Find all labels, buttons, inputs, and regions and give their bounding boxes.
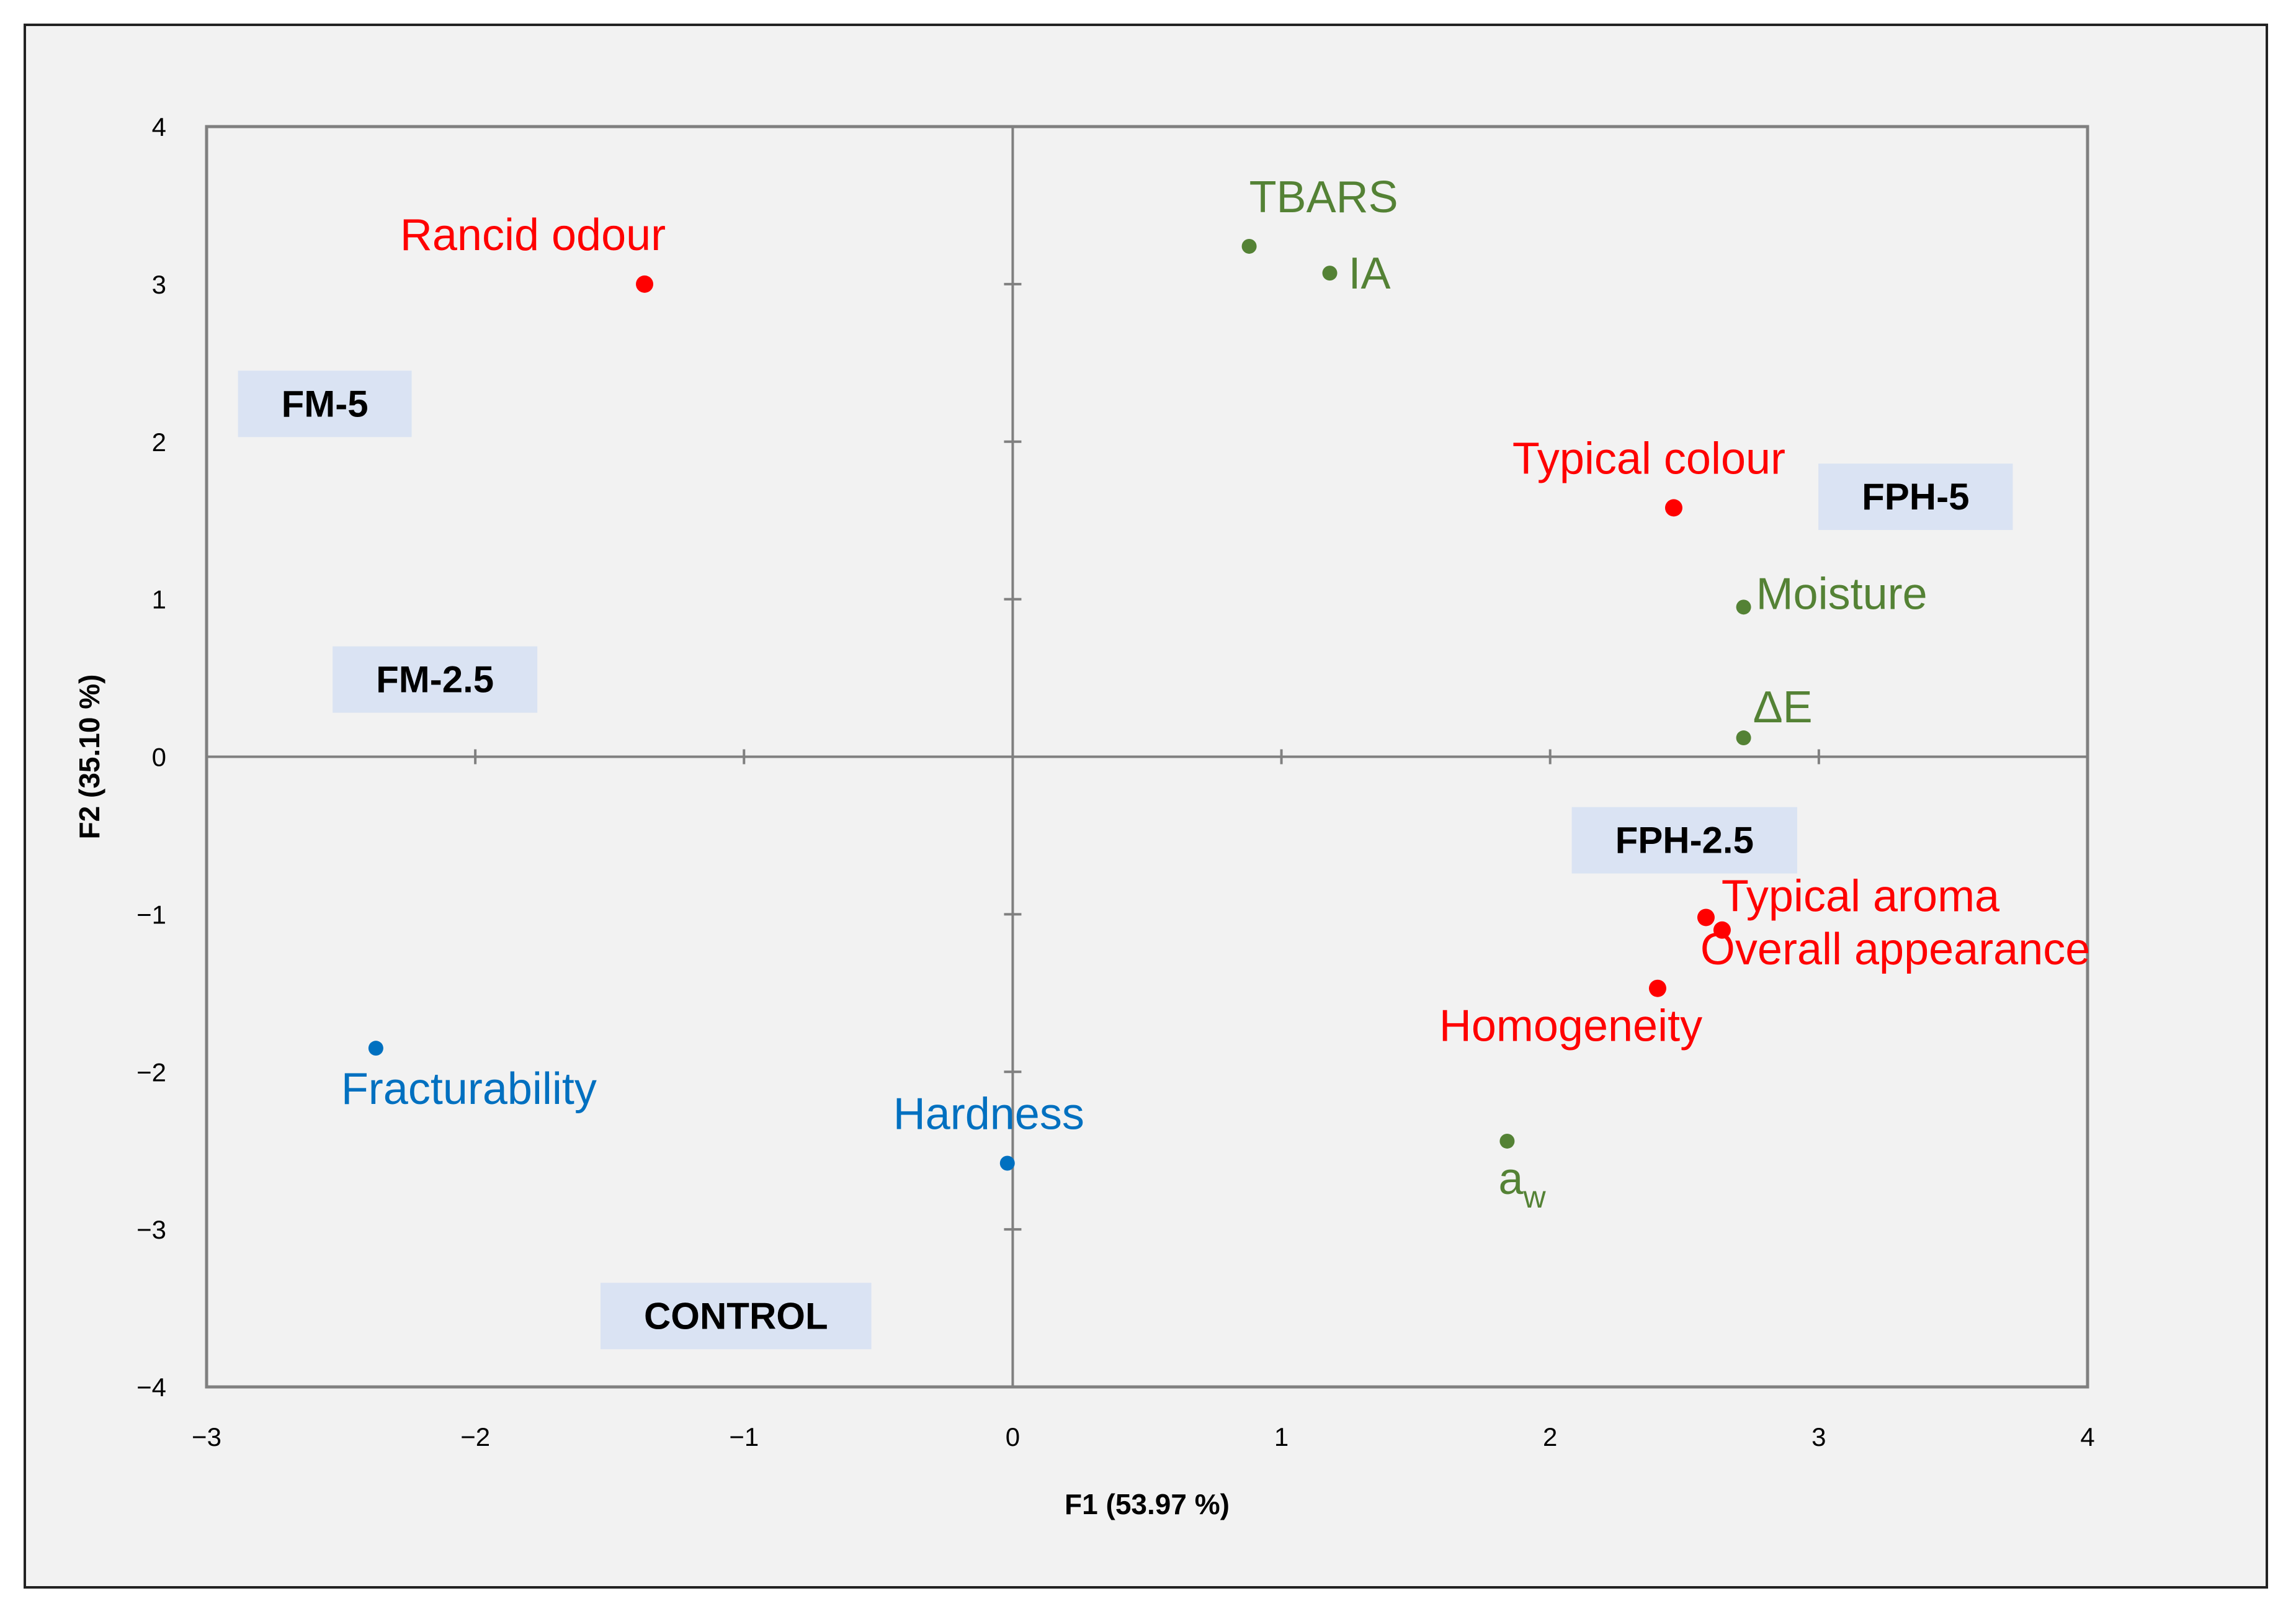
observation-text: CONTROL bbox=[644, 1295, 828, 1337]
x-tick-label: 2 bbox=[1543, 1422, 1557, 1451]
x-tick-label: −3 bbox=[192, 1422, 221, 1451]
variable-point bbox=[636, 275, 654, 293]
x-tick-label: 0 bbox=[1006, 1422, 1020, 1451]
x-tick-label: −2 bbox=[460, 1422, 490, 1451]
observation-text: FPH-2.5 bbox=[1615, 820, 1754, 861]
variable-label: Fracturability bbox=[341, 1064, 597, 1114]
chart-frame bbox=[24, 24, 2268, 1589]
variable-label: Rancid odour bbox=[400, 210, 666, 260]
y-tick-labels: −4 −3 −2 −1 0 1 2 3 4 bbox=[136, 112, 166, 1402]
variable-point bbox=[999, 1155, 1015, 1171]
observation-box bbox=[238, 370, 412, 437]
observation-box bbox=[1818, 464, 2013, 531]
observation-box bbox=[600, 1283, 872, 1350]
y-tick-label: −3 bbox=[136, 1215, 166, 1244]
variable-label: Moisture bbox=[1756, 569, 1927, 619]
variable-labels: Rancid odour Typical colour Typical aromaO… bbox=[341, 173, 2090, 1214]
y-tick-label: −1 bbox=[136, 900, 166, 929]
variable-label: Hardness bbox=[893, 1089, 1084, 1139]
variable-point bbox=[1697, 908, 1715, 926]
x-tick-label: 1 bbox=[1274, 1422, 1289, 1451]
variable-label: Homogeneity bbox=[1439, 1002, 1702, 1051]
variable-label: Typical colour bbox=[1512, 434, 1785, 483]
x-tick-label: 4 bbox=[2080, 1422, 2094, 1451]
variable-label: Typical aroma bbox=[1722, 871, 2000, 921]
variable-point bbox=[1322, 266, 1338, 281]
observation-label: FPH-5 bbox=[1818, 464, 2013, 531]
x-tick-label: −1 bbox=[729, 1422, 759, 1451]
observation-box bbox=[333, 646, 538, 713]
tick-marks bbox=[474, 282, 1820, 1231]
observation-text: FPH-5 bbox=[1862, 476, 1969, 518]
variable-label: Overall appearance bbox=[1700, 925, 2090, 974]
observation-label: FPH-2.5 bbox=[1571, 807, 1797, 874]
variable-points bbox=[368, 238, 1751, 1171]
y-tick-label: 2 bbox=[152, 428, 166, 457]
observation-label: FM-2.5 bbox=[333, 646, 538, 713]
y-tick-label: −2 bbox=[136, 1057, 166, 1087]
variable-label: ΔE bbox=[1753, 683, 1813, 732]
variable-label-subscript: w bbox=[1522, 1180, 1546, 1214]
variable-point bbox=[1648, 979, 1666, 997]
y-tick-label: 4 bbox=[152, 112, 166, 141]
observation-text: FM-5 bbox=[282, 383, 369, 424]
zero-axes bbox=[207, 127, 2088, 1387]
y-tick-label: 0 bbox=[152, 743, 166, 772]
y-axis-title: F2 (35.10 %) bbox=[73, 675, 105, 840]
variable-label: aw bbox=[1498, 1154, 1546, 1214]
y-tick-label: −4 bbox=[136, 1373, 166, 1402]
observation-box bbox=[1571, 807, 1797, 874]
variable-point bbox=[1664, 499, 1682, 517]
y-tick-label: 3 bbox=[152, 270, 166, 299]
x-tick-labels: −3 −2 −1 0 1 2 3 4 bbox=[192, 1422, 2095, 1451]
y-tick-label: 1 bbox=[152, 585, 166, 614]
observation-labels: FM-5 FM-2.5 FPH-5 FPH-2.5 CONTROL bbox=[238, 370, 2013, 1350]
observation-label: CONTROL bbox=[600, 1283, 872, 1350]
observation-label: FM-5 bbox=[238, 370, 412, 437]
variable-label: TBARS bbox=[1249, 173, 1398, 222]
variable-point bbox=[1713, 921, 1731, 939]
x-axis-title: F1 (53.97 %) bbox=[1065, 1488, 1230, 1520]
variable-point bbox=[1499, 1133, 1515, 1149]
variable-point bbox=[1736, 730, 1751, 746]
observation-text: FM-2.5 bbox=[376, 659, 494, 701]
variable-label: IA bbox=[1349, 249, 1391, 298]
variable-point bbox=[1241, 238, 1257, 254]
variable-point bbox=[1736, 599, 1751, 615]
variable-point bbox=[368, 1041, 383, 1056]
x-tick-label: 3 bbox=[1811, 1422, 1826, 1451]
